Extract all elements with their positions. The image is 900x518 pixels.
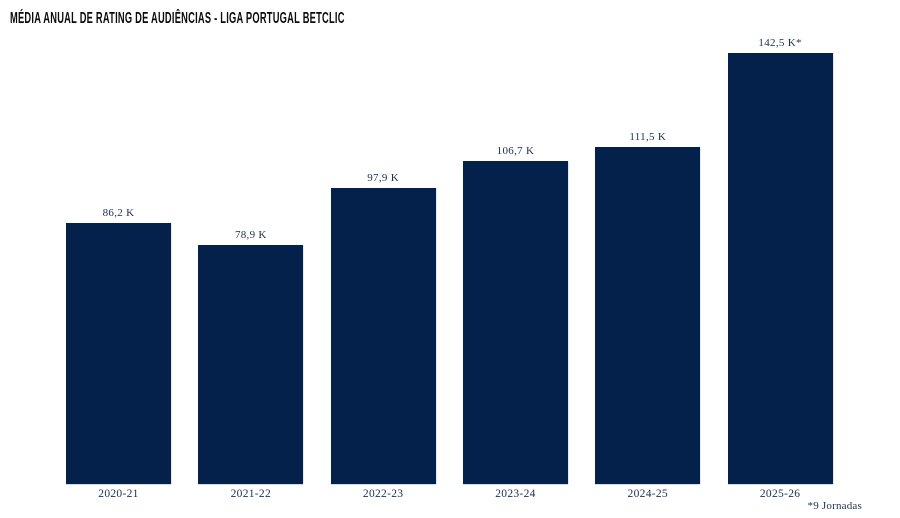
bar-2025-26 [727,53,833,484]
value-label-2025-26: 142,5 K* [758,37,802,49]
category-label-2020-21: 2020-21 [98,488,139,500]
bar-2022-23 [330,188,436,484]
category-label-2021-22: 2021-22 [230,488,272,500]
category-label-2023-24: 2023-24 [495,488,536,500]
value-label-2022-23: 97,9 K [367,172,399,184]
category-label-2025-26: 2025-26 [759,488,801,500]
category-label-2022-23: 2022-23 [362,488,404,500]
bar-2020-21 [66,223,171,484]
category-label-2024-25: 2024-25 [627,488,668,500]
value-label-2020-21: 86,2 K [102,207,135,219]
bar-2024-25 [595,147,701,484]
value-label-2021-22: 78,9 K [234,229,267,241]
bar-2021-22 [198,245,304,484]
value-label-2023-24: 106,7 K [496,145,535,157]
value-label-2024-25: 111,5 K [629,131,667,143]
chart-title: MÉDIA ANUAL DE RATING DE AUDIÊNCIAS - LI… [10,10,345,27]
footnote: *9 Jornadas [807,500,862,512]
bar-2023-24 [462,161,568,484]
